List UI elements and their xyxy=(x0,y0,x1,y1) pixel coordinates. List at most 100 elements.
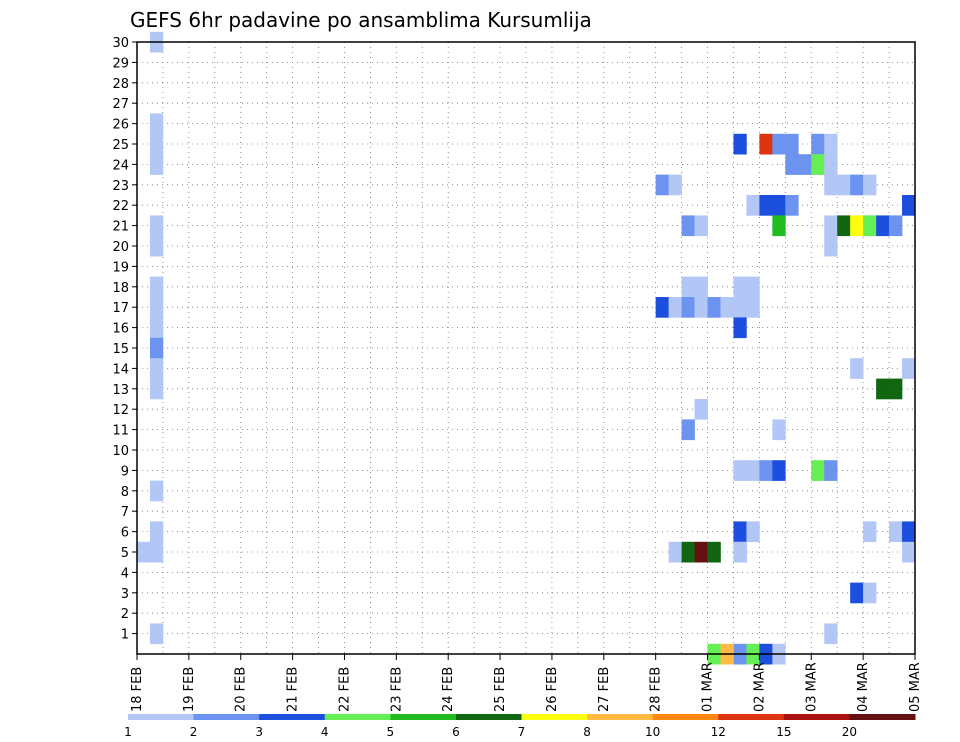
heatmap-cell xyxy=(889,215,903,237)
x-tick-label: 18 FEB xyxy=(130,667,145,712)
legend-label: 20 xyxy=(842,725,857,739)
heatmap-cell xyxy=(902,521,916,543)
y-tick-label: 10 xyxy=(112,444,129,459)
legend-swatch xyxy=(718,714,785,720)
x-tick-label: 03 MAR xyxy=(804,662,819,712)
heatmap-cell xyxy=(746,276,760,298)
heatmap-cell xyxy=(149,358,164,379)
x-tick-label: 04 MAR xyxy=(856,662,871,712)
x-tick-label: 25 FEB xyxy=(493,667,508,712)
x-tick-label: 21 FEB xyxy=(286,667,301,712)
heatmap-cell xyxy=(772,460,786,481)
heatmap-cell xyxy=(772,419,786,441)
heatmap-cell xyxy=(149,113,164,135)
heatmap-cell xyxy=(149,480,164,502)
y-tick-label: 3 xyxy=(121,587,129,602)
y-axis: 1234567891011121314151617181920212223242… xyxy=(112,36,137,643)
heatmap-cell xyxy=(149,215,164,237)
legend-label: 3 xyxy=(255,725,263,739)
legend-swatch xyxy=(128,714,195,720)
heatmap-cell xyxy=(694,215,708,237)
x-tick-label: 27 FEB xyxy=(597,667,612,712)
heatmap-cell xyxy=(824,623,838,645)
heatmap-cell xyxy=(785,154,799,175)
x-tick-label: 24 FEB xyxy=(441,667,456,712)
heatmap-cell xyxy=(889,378,903,400)
y-tick-label: 29 xyxy=(112,56,129,71)
heatmap-cell xyxy=(837,215,851,237)
heatmap-cell xyxy=(149,317,164,339)
heatmap-cell xyxy=(655,297,669,318)
heatmap-cell xyxy=(668,297,682,318)
y-tick-label: 15 xyxy=(112,342,129,357)
heatmap-cell xyxy=(811,133,825,155)
heatmap-cell xyxy=(681,215,695,237)
y-tick-label: 21 xyxy=(112,220,129,235)
heatmap-cell xyxy=(902,541,916,563)
heatmap-cell xyxy=(733,297,747,318)
legend-swatch xyxy=(587,714,654,720)
heatmap-cell xyxy=(785,133,799,155)
legend-label: 1 xyxy=(124,725,132,739)
heatmap-cell xyxy=(850,358,864,379)
heatmap-cell xyxy=(863,215,877,237)
x-tick-label: 23 FEB xyxy=(389,667,404,712)
y-tick-label: 8 xyxy=(121,485,129,500)
heatmap-cell xyxy=(681,419,695,441)
y-tick-label: 27 xyxy=(112,97,129,112)
y-tick-label: 23 xyxy=(112,179,129,194)
legend-label: 15 xyxy=(776,725,791,739)
heatmap-cell xyxy=(837,174,851,196)
legend-label: 7 xyxy=(518,725,526,739)
y-tick-label: 28 xyxy=(112,77,129,92)
x-tick-label: 26 FEB xyxy=(545,667,560,712)
heatmap-cell xyxy=(681,541,695,563)
heatmap-cell xyxy=(149,337,164,359)
heatmap-cell xyxy=(149,521,164,543)
heatmap-cell xyxy=(694,541,708,563)
heatmap-cell xyxy=(798,154,812,175)
y-tick-label: 7 xyxy=(121,505,129,520)
y-tick-label: 19 xyxy=(112,260,129,275)
x-tick-label: 28 FEB xyxy=(649,667,664,712)
legend-label: 6 xyxy=(452,725,460,739)
legend-label: 4 xyxy=(321,725,329,739)
heatmap-cell xyxy=(149,297,164,318)
heatmap-cell xyxy=(772,215,786,237)
heatmap-cell xyxy=(850,215,864,237)
heatmap-cell xyxy=(863,174,877,196)
heatmap-cell xyxy=(759,133,773,155)
heatmap-cell xyxy=(746,460,760,481)
heatmap-cell xyxy=(681,276,695,298)
heatmap-cell xyxy=(772,133,786,155)
y-tick-label: 4 xyxy=(121,566,129,581)
heatmap-cell xyxy=(720,297,734,318)
heatmap-cell xyxy=(876,215,890,237)
y-tick-label: 12 xyxy=(112,403,129,418)
legend-label: 2 xyxy=(190,725,198,739)
heatmap-cell xyxy=(824,154,838,175)
heatmap-cell xyxy=(759,195,773,216)
heatmap-cell xyxy=(759,460,773,481)
heatmap-cell xyxy=(668,174,682,196)
heatmap-cell xyxy=(733,521,747,543)
heatmap-cell xyxy=(149,133,164,155)
legend-swatch xyxy=(849,714,916,720)
heatmap-cell xyxy=(785,195,799,216)
y-tick-label: 14 xyxy=(112,362,129,377)
x-tick-label: 20 FEB xyxy=(234,667,249,712)
heatmap-cell xyxy=(876,378,890,400)
legend-swatch xyxy=(521,714,588,720)
heatmap-cell xyxy=(149,276,164,298)
x-tick-label: 02 MAR xyxy=(752,662,767,712)
y-tick-label: 16 xyxy=(112,322,129,337)
y-tick-label: 26 xyxy=(112,118,129,133)
heatmap-cell xyxy=(149,541,164,563)
y-tick-label: 2 xyxy=(121,607,129,622)
legend-label: 8 xyxy=(583,725,591,739)
y-tick-label: 17 xyxy=(112,301,129,316)
heatmap-cell xyxy=(694,399,708,420)
y-tick-label: 11 xyxy=(112,424,129,439)
heatmap-cell xyxy=(824,174,838,196)
